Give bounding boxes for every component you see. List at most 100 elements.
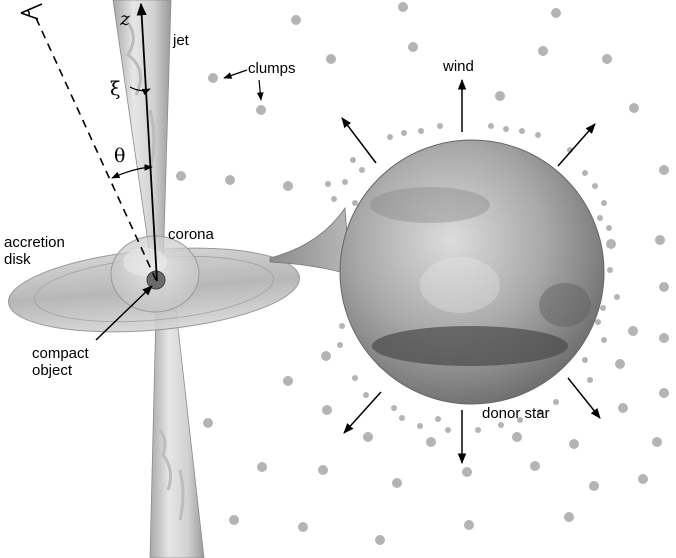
- clump: [352, 200, 358, 206]
- clump: [176, 171, 186, 181]
- clump: [225, 175, 235, 185]
- clump: [339, 323, 345, 329]
- clump: [495, 91, 505, 101]
- clumps-pointer-down: [256, 79, 264, 101]
- clump: [426, 437, 436, 447]
- corona-label: corona: [168, 226, 215, 243]
- wind-arrow-lower-right: [567, 377, 601, 419]
- lower-jet: [149, 309, 205, 558]
- clump: [600, 305, 606, 311]
- clump: [363, 392, 369, 398]
- clump: [331, 196, 337, 202]
- xi-label: ξ: [110, 78, 120, 100]
- clump: [408, 42, 418, 52]
- donor-star-spot: [539, 283, 591, 327]
- clump: [629, 103, 639, 113]
- clump: [607, 267, 613, 273]
- clump: [587, 377, 593, 383]
- line-of-sight: [35, 17, 157, 281]
- clump: [659, 165, 669, 175]
- clump: [229, 515, 239, 525]
- clump: [337, 342, 343, 348]
- clump: [628, 326, 638, 336]
- clump: [592, 183, 598, 189]
- clump: [595, 319, 601, 325]
- clump: [387, 134, 393, 140]
- clump: [582, 357, 588, 363]
- jet-label: jet: [172, 32, 190, 49]
- clump: [551, 8, 561, 18]
- clump: [283, 181, 293, 191]
- clump: [553, 399, 559, 405]
- observer-eye-icon: [20, 3, 43, 20]
- clump: [512, 432, 522, 442]
- clump: [399, 415, 405, 421]
- clump: [659, 333, 669, 343]
- clump: [401, 130, 407, 136]
- clump: [464, 520, 474, 530]
- lower-jet-texture: [158, 429, 185, 521]
- clump: [462, 467, 472, 477]
- clump: [606, 239, 616, 249]
- upper-jet: [112, 0, 172, 271]
- clump: [417, 423, 423, 429]
- clump: [538, 46, 548, 56]
- clump: [257, 462, 267, 472]
- clump: [435, 416, 441, 422]
- clump: [618, 403, 628, 413]
- clump: [615, 359, 625, 369]
- clumps-label: clumps: [248, 60, 296, 77]
- compact-object-pointer: [95, 285, 153, 341]
- clump: [318, 465, 328, 475]
- theta-label: θ: [114, 145, 125, 167]
- clump: [659, 388, 669, 398]
- clump: [445, 427, 451, 433]
- clump: [391, 405, 397, 411]
- clump: [256, 105, 266, 115]
- clump: [359, 167, 365, 173]
- clump: [517, 417, 523, 423]
- clump: [537, 409, 543, 415]
- clumps-pointer-left: [223, 69, 248, 79]
- clump: [582, 170, 588, 176]
- clump: [342, 179, 348, 185]
- clump: [614, 294, 620, 300]
- donor-star-highlight: [420, 257, 500, 313]
- wind-clumps: [176, 2, 669, 545]
- clump: [375, 535, 385, 545]
- disk-label: disk: [4, 251, 31, 268]
- clump: [203, 418, 213, 428]
- clump: [208, 73, 218, 83]
- clump: [392, 478, 402, 488]
- theta-angle-arc: [111, 164, 153, 179]
- object-label: object: [32, 362, 73, 379]
- clump: [569, 439, 579, 449]
- clump: [652, 437, 662, 447]
- clump: [352, 375, 358, 381]
- clump: [363, 432, 373, 442]
- wind-arrow-lower-left: [343, 391, 382, 434]
- clump: [322, 405, 332, 415]
- clump: [325, 181, 331, 187]
- clump: [418, 128, 424, 134]
- clump: [606, 225, 612, 231]
- donor-star-dark-band: [372, 326, 568, 366]
- clump: [535, 132, 541, 138]
- donor-star-label: donor star: [482, 405, 550, 422]
- clump: [519, 128, 525, 134]
- clump: [503, 126, 509, 132]
- clump: [601, 200, 607, 206]
- clump: [350, 157, 356, 163]
- clump: [530, 461, 540, 471]
- clump: [597, 215, 603, 221]
- z-axis-label: z: [119, 8, 131, 30]
- clump: [498, 422, 504, 428]
- clump: [298, 522, 308, 532]
- clump: [398, 2, 408, 12]
- clump: [659, 282, 669, 292]
- clump: [638, 474, 648, 484]
- clump: [602, 54, 612, 64]
- wind-arrow-upper-right: [557, 123, 596, 167]
